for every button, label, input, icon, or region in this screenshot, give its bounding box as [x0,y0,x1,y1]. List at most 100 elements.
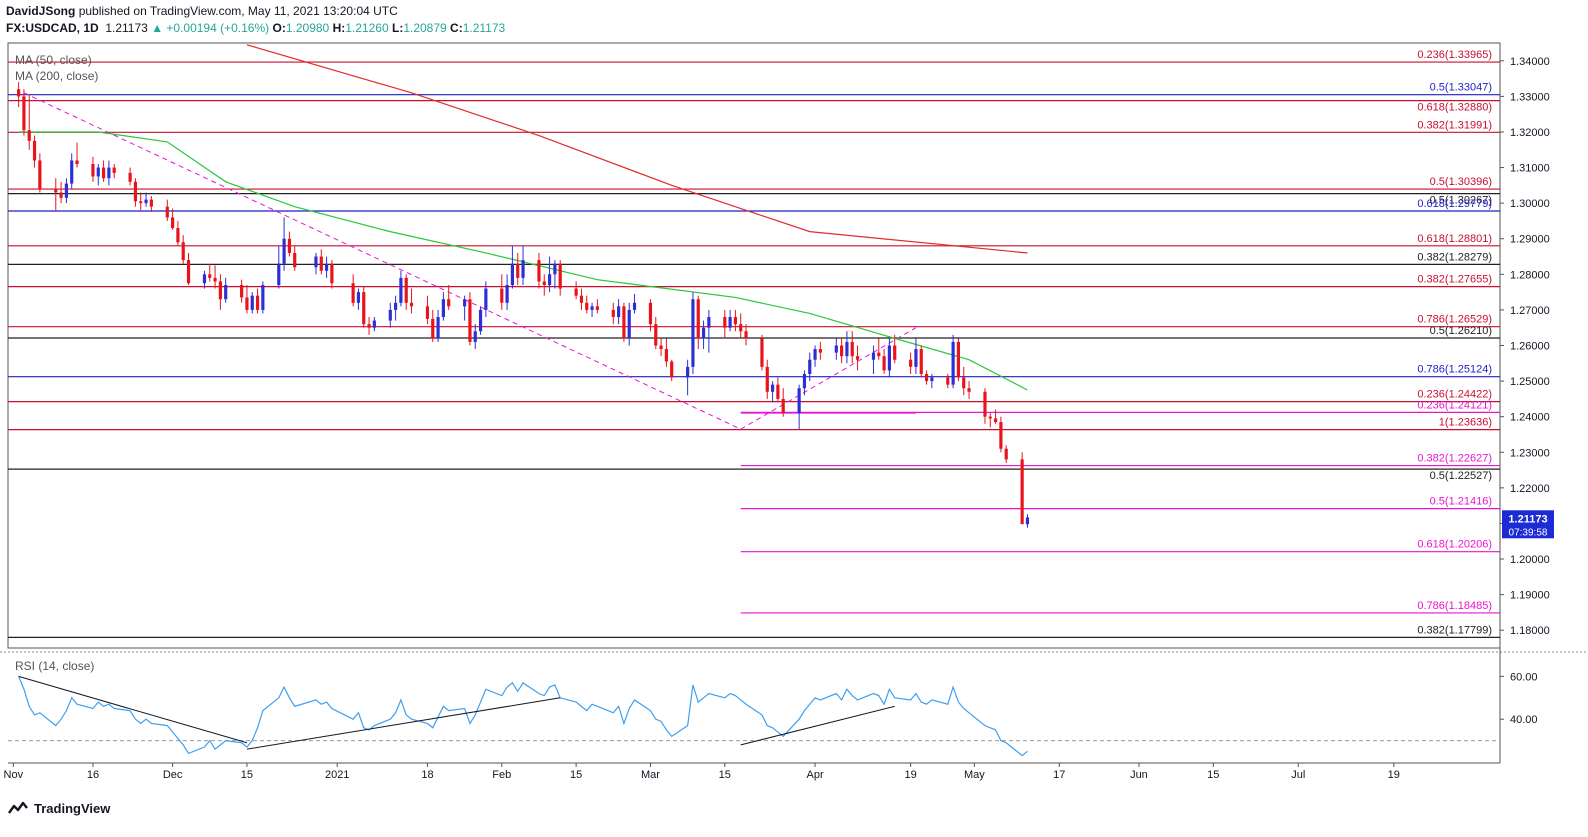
candle-body [611,309,615,318]
candle-body [797,388,801,414]
candle-body [781,398,785,414]
candle-body [388,309,392,321]
legend-rsi[interactable]: RSI (14, close) [15,659,94,673]
close-label: C: [450,21,463,35]
candle-body [521,260,525,278]
high-label: H: [332,21,346,35]
candle-body [962,377,966,389]
candle-body [356,292,361,303]
candle-body [250,295,254,310]
legend-ma50[interactable]: MA (50, close) [15,53,92,67]
candle-body [478,309,483,332]
tradingview-logo[interactable]: TradingView [8,799,110,817]
brand-name: TradingView [34,800,111,816]
candle-body [590,306,594,310]
y-tick-label: 1.27000 [1510,305,1550,317]
candle-body [149,199,153,207]
fib-level-label: 0.382(1.31991) [1417,119,1492,131]
candle-body [813,349,817,360]
candle-body [930,377,934,382]
candle-body [394,302,398,310]
candle-body [547,274,552,285]
legend-ma200[interactable]: MA (200, close) [15,69,98,83]
x-tick-label: 15 [1207,769,1219,781]
candle-body [22,96,26,131]
candle-body [213,277,217,282]
fib-level-label: 0.786(1.26529) [1417,314,1492,326]
candle-body [404,277,408,303]
rsi-trendline [18,675,248,744]
fib-level-label: 0.786(1.25124) [1417,364,1492,376]
candle-body [558,263,562,289]
candle-body [855,356,860,360]
candle-body [431,318,435,339]
open-value: 1.20980 [285,21,330,35]
fib-level-label: 0.618(1.28801) [1417,233,1492,245]
symbol-name[interactable]: FX:USDCAD, 1D [6,21,99,35]
candle-body [218,281,222,300]
y-tick-label: 1.33000 [1510,91,1550,103]
candle-body [840,345,844,357]
candle-body [133,181,138,202]
candle-body [17,89,21,97]
candle-body [744,331,748,339]
x-tick-label: Nov [4,769,24,781]
x-tick-label: 15 [719,769,731,781]
low-value: 1.20879 [403,21,447,35]
candle-body [319,256,323,271]
close-value: 1.21173 [462,21,506,35]
candle-body [139,201,143,204]
candle-body [510,263,515,285]
author-name[interactable]: DavidJSong [6,4,76,18]
x-tick-label: 18 [421,769,433,781]
fib-level-label: 0.618(1.32880) [1417,102,1492,114]
rsi-trendline [246,697,561,750]
candle-body [372,320,376,328]
last-price: 1.21173 [105,21,148,35]
candle-body [659,345,663,350]
candle-body [425,306,430,319]
candle-body [728,317,732,328]
candle-body [277,263,281,285]
candle-body [351,283,355,303]
fib-level-label: 0.236(1.33965) [1417,49,1492,61]
x-tick-label: 15 [241,769,253,781]
candle-body [574,288,578,296]
fib-level-label: 1(1.23636) [1439,417,1492,429]
candle-body [664,349,668,362]
candle-body [505,285,509,303]
candle-body [537,260,541,282]
candle-body [176,228,180,243]
candle-body [553,263,557,275]
tradingview-logo-icon [8,801,28,814]
x-tick-label: Jul [1291,769,1305,781]
fib-level-label: 0.5(1.22527) [1430,470,1492,482]
y-tick-label: 1.18000 [1510,625,1550,637]
candle-body [988,416,992,419]
rsi-line [18,676,1028,757]
open-label: O: [272,21,286,35]
candle-body [96,167,100,177]
candle-body [324,263,329,271]
y-tick-label: 1.30000 [1510,198,1550,210]
candle-body [850,341,854,357]
candle-body [330,263,334,284]
candle-body [399,277,403,303]
published-text: published on TradingView.com, May 11, 20… [78,4,398,18]
candle-body [441,299,445,318]
trendline [740,327,917,430]
x-tick-label: May [964,769,985,781]
candle-body [776,384,780,399]
y-tick-label: 1.19000 [1510,590,1550,602]
candle-body [38,160,42,189]
candle-body [447,299,451,307]
badge-price: 1.21173 [1508,513,1547,525]
candle-body [27,130,31,141]
candle-body [75,160,79,164]
fib-level-label: 0.5(1.33047) [1430,82,1492,94]
candle-body [739,324,743,332]
candle-body [733,317,738,325]
x-tick-label: 17 [1053,769,1065,781]
symbol-line: FX:USDCAD, 1D 1.21173 ▲ +0.00194 (+0.16%… [6,21,505,35]
